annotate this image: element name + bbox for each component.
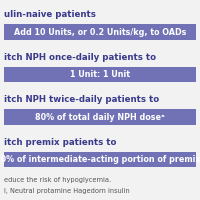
Text: 80% of intermediate-acting portion of premixᵃ: 80% of intermediate-acting portion of pr… xyxy=(0,155,200,164)
FancyBboxPatch shape xyxy=(4,24,196,40)
Text: Add 10 Units, or 0.2 Units/kg, to OADs: Add 10 Units, or 0.2 Units/kg, to OADs xyxy=(14,28,186,37)
FancyBboxPatch shape xyxy=(4,109,196,125)
Text: itch premix patients to: itch premix patients to xyxy=(4,138,116,147)
Text: educe the risk of hypoglycemia.: educe the risk of hypoglycemia. xyxy=(4,177,111,183)
Text: 80% of total daily NPH doseᵃ: 80% of total daily NPH doseᵃ xyxy=(35,113,165,122)
Text: l, Neutral protamine Hagedorn insulin: l, Neutral protamine Hagedorn insulin xyxy=(4,188,130,194)
FancyBboxPatch shape xyxy=(4,67,196,82)
FancyBboxPatch shape xyxy=(4,152,196,167)
Text: ulin-naive patients: ulin-naive patients xyxy=(4,10,96,19)
Text: itch NPH once-daily patients to: itch NPH once-daily patients to xyxy=(4,53,156,62)
Text: itch NPH twice-daily patients to: itch NPH twice-daily patients to xyxy=(4,95,159,104)
Text: 1 Unit: 1 Unit: 1 Unit: 1 Unit xyxy=(70,70,130,79)
